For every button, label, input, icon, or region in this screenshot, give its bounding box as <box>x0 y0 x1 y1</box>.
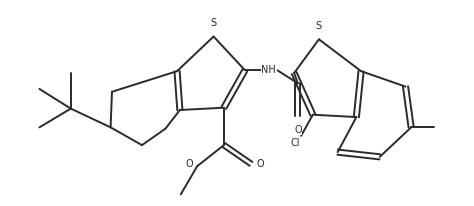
Text: S: S <box>316 21 322 31</box>
Text: Cl: Cl <box>291 138 300 148</box>
Text: O: O <box>256 159 264 169</box>
Text: O: O <box>294 125 301 135</box>
Text: NH: NH <box>262 65 276 75</box>
Text: O: O <box>186 159 193 169</box>
Text: S: S <box>210 18 217 28</box>
